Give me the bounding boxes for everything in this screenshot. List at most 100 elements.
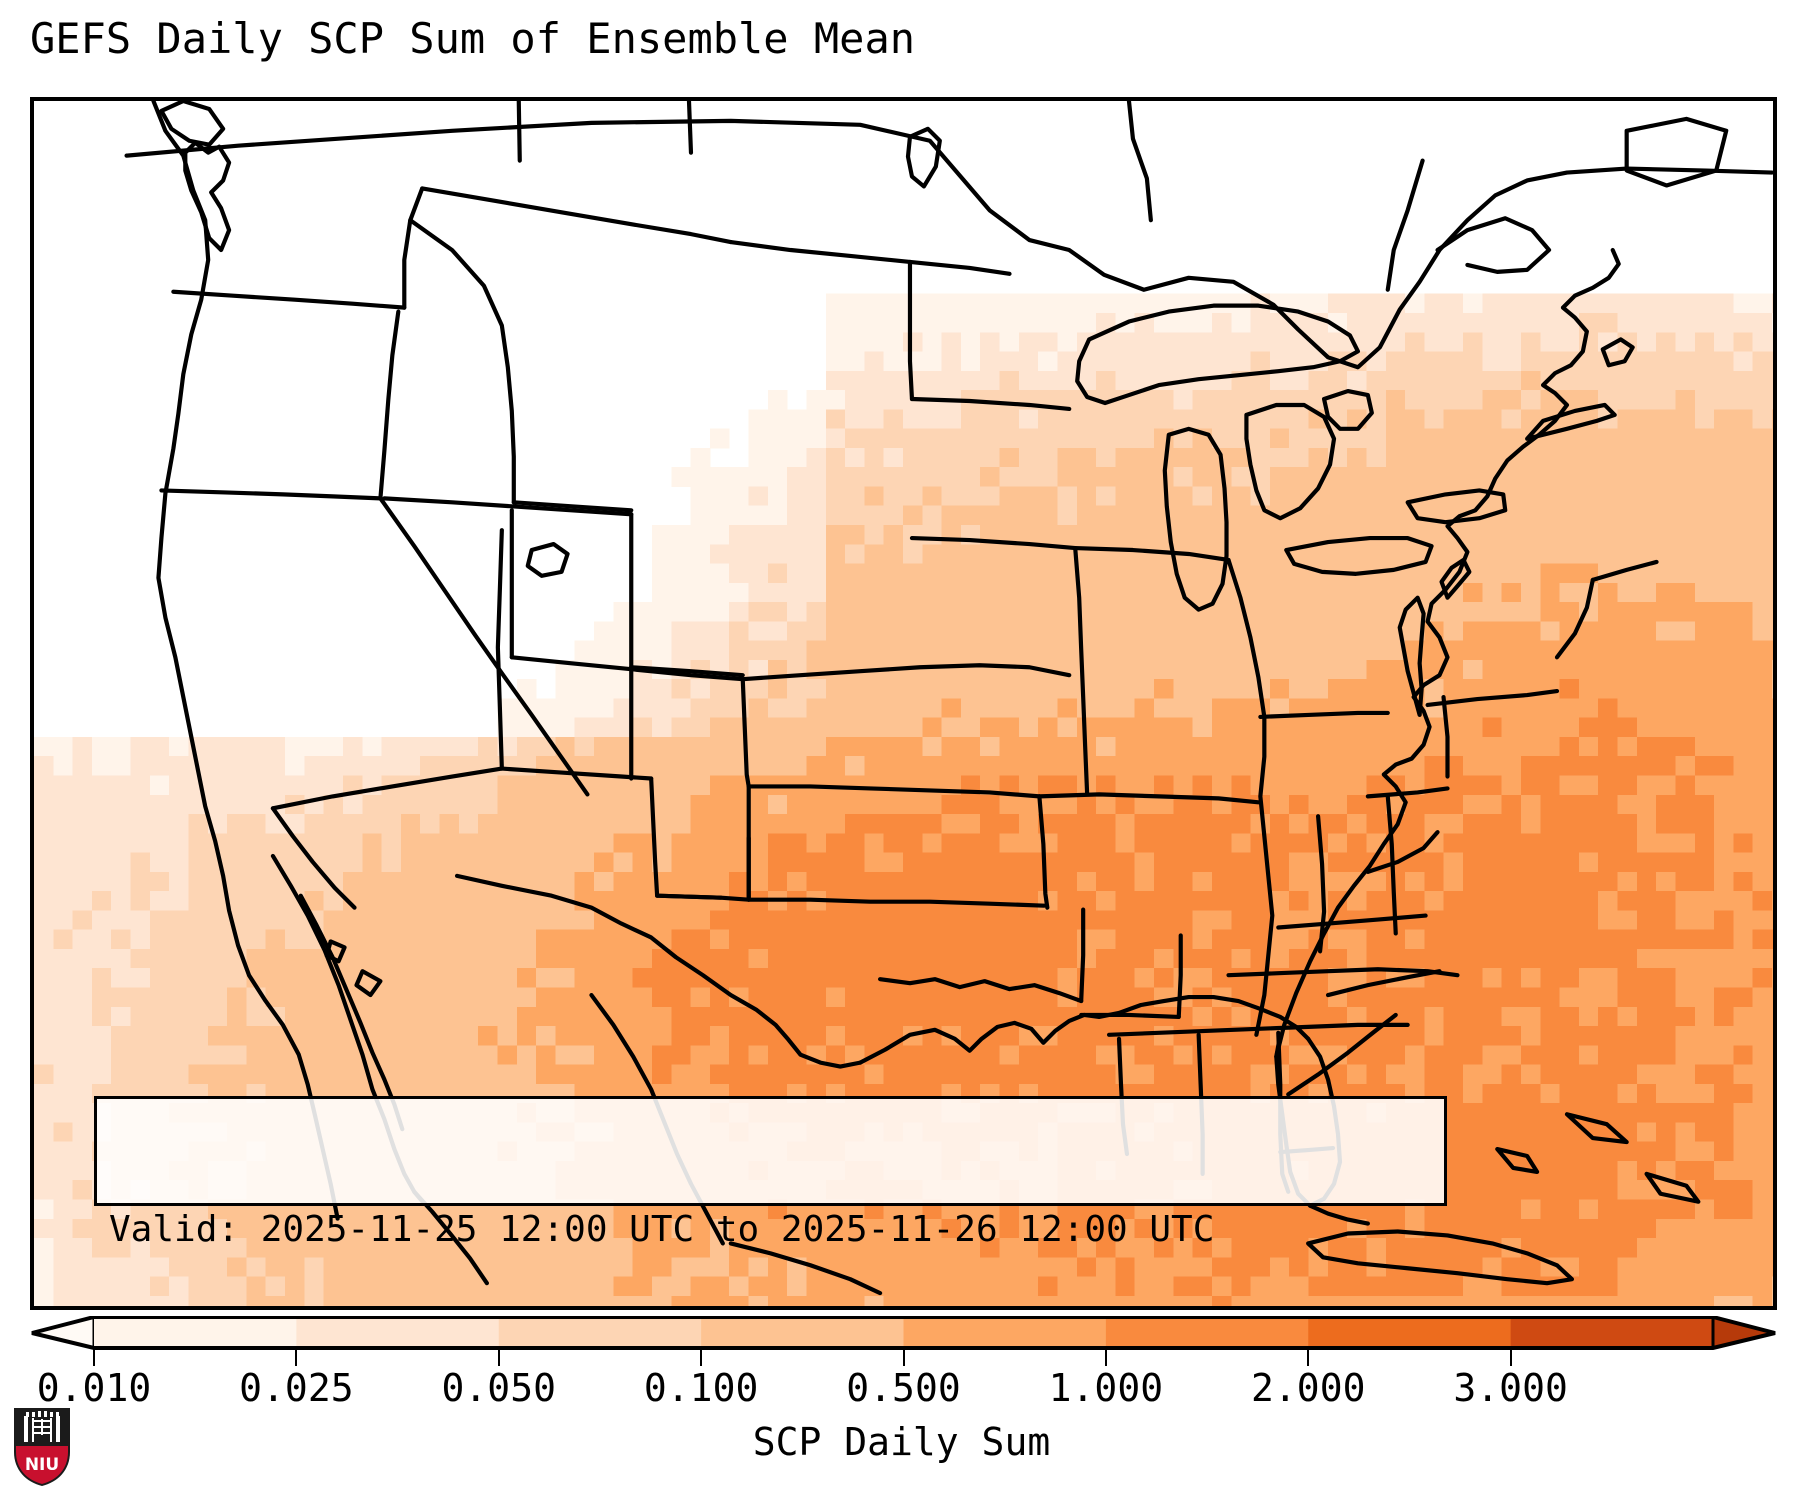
grid-cell bbox=[497, 1238, 518, 1258]
grid-cell bbox=[1598, 775, 1618, 796]
grid-cell bbox=[1559, 544, 1580, 564]
grid-cell bbox=[960, 698, 981, 719]
grid-cell bbox=[1520, 1103, 1541, 1123]
grid-cell bbox=[1211, 698, 1232, 719]
grid-cell bbox=[1308, 544, 1329, 564]
grid-cell bbox=[227, 1218, 247, 1239]
ut-nv bbox=[495, 528, 504, 771]
grid-cell bbox=[207, 1257, 228, 1278]
grid-cell bbox=[845, 370, 865, 391]
grid-cell bbox=[1501, 563, 1522, 584]
grid-cell bbox=[1482, 833, 1503, 854]
grid-cell bbox=[1038, 717, 1058, 738]
grid-cell bbox=[362, 852, 383, 873]
grid-cell bbox=[1675, 756, 1696, 776]
grid-cell bbox=[1096, 332, 1116, 352]
grid-cell bbox=[1617, 370, 1638, 391]
grid-cell bbox=[941, 351, 962, 372]
grid-cell bbox=[1211, 1295, 1232, 1306]
grid-cell bbox=[91, 814, 112, 834]
grid-cell bbox=[1559, 659, 1580, 680]
grid-cell bbox=[1385, 351, 1406, 372]
grid-cell bbox=[651, 736, 672, 757]
grid-cell bbox=[458, 794, 479, 815]
grid-cell bbox=[207, 1238, 228, 1258]
grid-cell bbox=[709, 794, 730, 815]
grid-cell bbox=[1366, 544, 1387, 564]
grid-cell bbox=[1173, 756, 1194, 776]
grid-cell bbox=[825, 621, 846, 642]
grid-cell bbox=[323, 852, 344, 873]
grid-cell bbox=[594, 1045, 614, 1066]
grid-cell bbox=[632, 910, 653, 931]
grid-cell bbox=[1482, 1141, 1503, 1162]
grid-cell bbox=[497, 833, 518, 854]
grid-cell bbox=[285, 1238, 305, 1258]
ut-az bbox=[499, 766, 654, 781]
il-in bbox=[1316, 814, 1327, 954]
grid-cell bbox=[1656, 987, 1676, 1008]
grid-cell bbox=[111, 814, 132, 834]
grid-cell bbox=[1636, 370, 1657, 391]
grid-cell bbox=[1096, 968, 1116, 988]
grid-cell bbox=[1173, 698, 1194, 719]
grid-cell bbox=[53, 794, 74, 815]
grid-cell bbox=[980, 602, 1001, 622]
grid-cell bbox=[1327, 1006, 1348, 1027]
grid-cell bbox=[1752, 351, 1773, 372]
grid-cell bbox=[729, 833, 749, 854]
grid-cell bbox=[1115, 428, 1136, 449]
grid-cell bbox=[1173, 775, 1194, 796]
grid-cell bbox=[1617, 852, 1638, 873]
grid-cell bbox=[555, 833, 576, 854]
grid-cell bbox=[1501, 312, 1522, 333]
grid-cell bbox=[1154, 332, 1174, 352]
grid-cell bbox=[1463, 1006, 1483, 1027]
grid-cell bbox=[1656, 814, 1676, 834]
grid-cell bbox=[1134, 332, 1155, 352]
grid-cell bbox=[1559, 1122, 1580, 1143]
grid-cell bbox=[1134, 1238, 1155, 1258]
grid-cell bbox=[1520, 871, 1541, 892]
grid-cell bbox=[1385, 467, 1406, 487]
grid-cell bbox=[767, 833, 788, 854]
grid-cell bbox=[729, 1218, 749, 1239]
grid-cell bbox=[1154, 1218, 1174, 1239]
grid-cell bbox=[767, 736, 788, 757]
grid-cell bbox=[1656, 409, 1676, 430]
grid-cell bbox=[1656, 524, 1676, 545]
colorbar-tick bbox=[295, 1348, 298, 1366]
grid-cell bbox=[1347, 756, 1367, 776]
grid-cell bbox=[1115, 602, 1136, 622]
grid-cell bbox=[1405, 582, 1425, 603]
grid-cell bbox=[304, 987, 325, 1008]
grid-cell bbox=[825, 409, 846, 430]
grid-cell bbox=[53, 1083, 74, 1104]
grid-cell bbox=[709, 948, 730, 969]
grid-cell bbox=[1366, 891, 1387, 911]
grid-cell bbox=[960, 370, 981, 391]
grid-cell bbox=[149, 756, 170, 776]
grid-cell bbox=[1424, 1276, 1445, 1297]
grid-cell bbox=[1598, 1218, 1618, 1239]
grid-cell bbox=[941, 621, 962, 642]
grid-cell bbox=[323, 775, 344, 796]
grid-cell bbox=[1772, 1006, 1773, 1027]
grid-cell bbox=[845, 987, 865, 1008]
grid-cell bbox=[825, 987, 846, 1008]
grid-cell bbox=[690, 621, 711, 642]
grid-cell bbox=[613, 871, 634, 892]
grid-cell bbox=[787, 794, 807, 815]
grid-cell bbox=[1520, 1180, 1541, 1200]
grid-cell bbox=[516, 910, 537, 931]
grid-cell bbox=[1463, 524, 1483, 545]
grid-cell bbox=[903, 987, 923, 1008]
grid-cell bbox=[1617, 524, 1638, 545]
grid-cell bbox=[1076, 814, 1097, 834]
grid-cell bbox=[72, 1045, 93, 1066]
grid-cell bbox=[690, 948, 711, 969]
grid-cell bbox=[845, 447, 865, 468]
grid-cell bbox=[632, 1026, 653, 1046]
grid-cell bbox=[1154, 775, 1174, 796]
grid-cell bbox=[748, 717, 769, 738]
